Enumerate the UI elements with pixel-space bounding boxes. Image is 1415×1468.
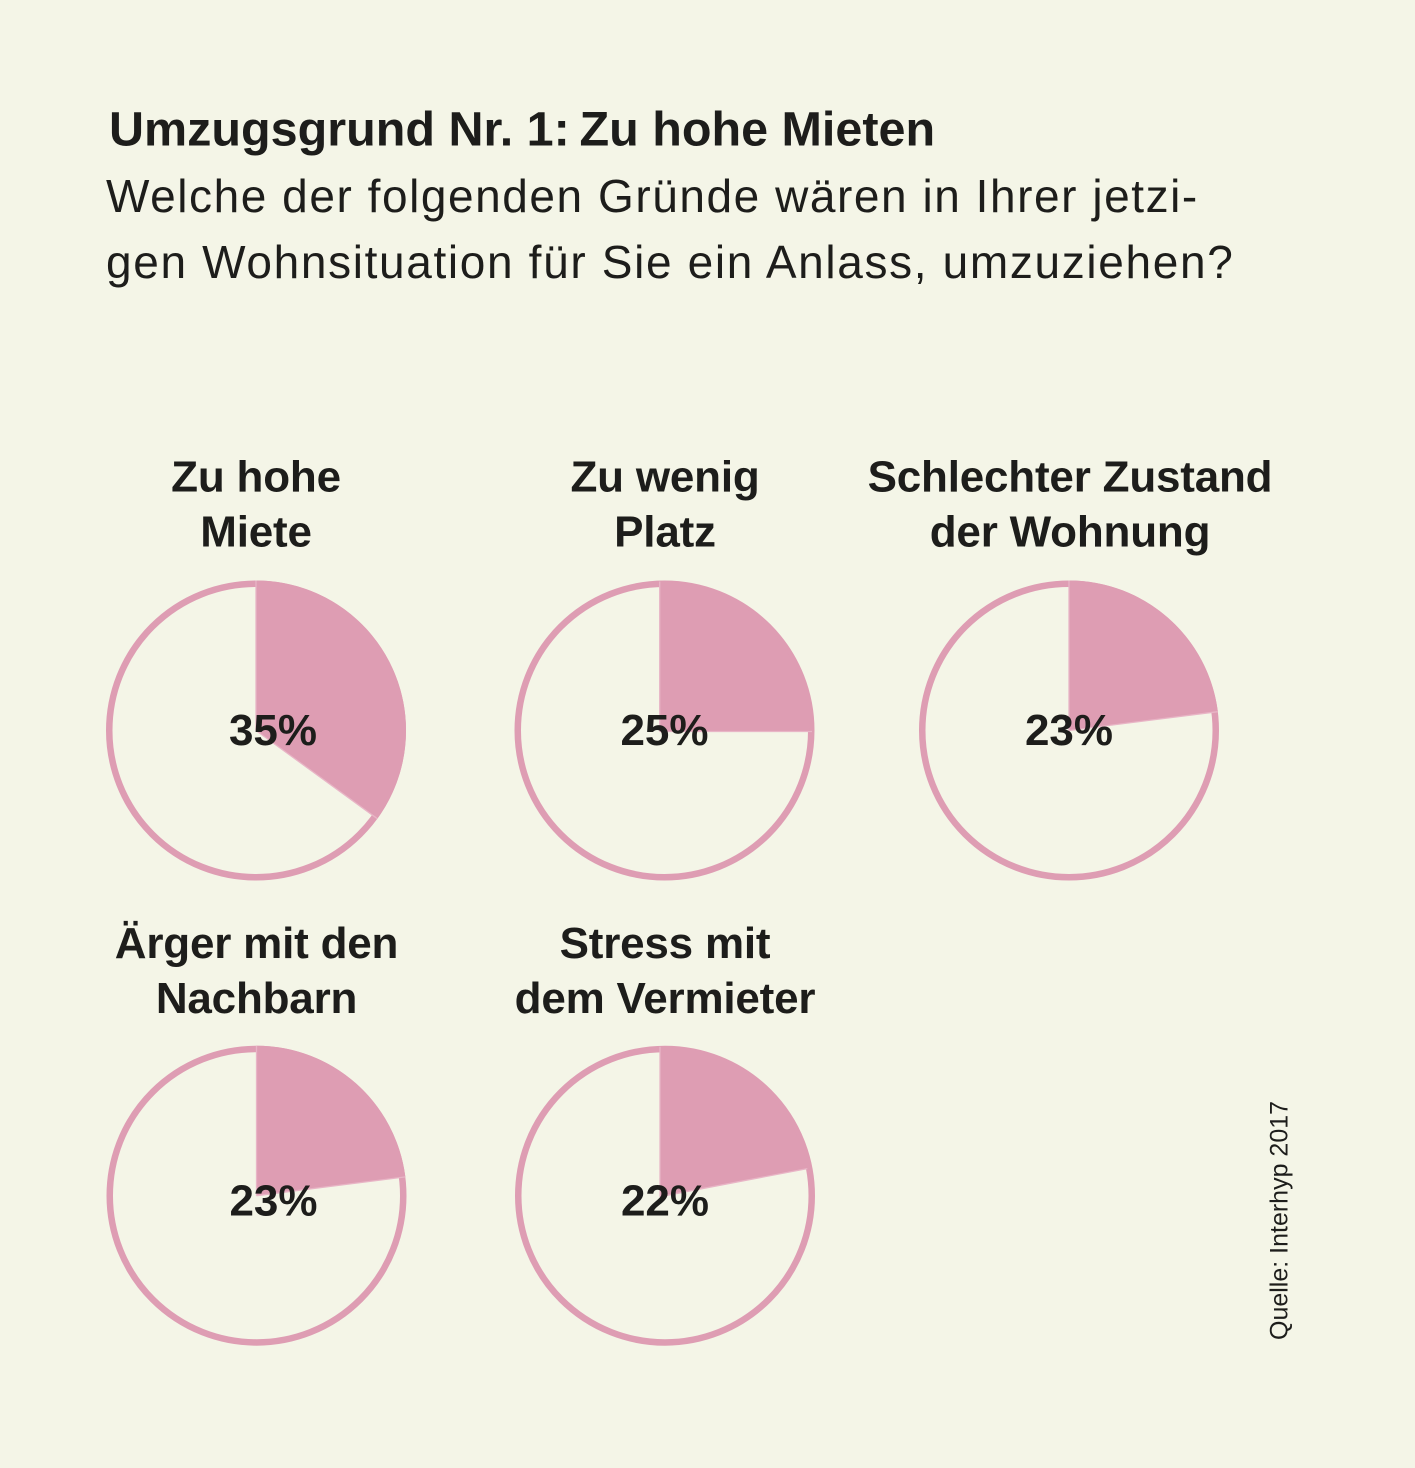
svg-text:23%: 23% bbox=[229, 1176, 317, 1225]
svg-text:25%: 25% bbox=[620, 706, 708, 755]
svg-text:Nachbarn: Nachbarn bbox=[156, 974, 357, 1023]
svg-text:Stress mit: Stress mit bbox=[560, 919, 771, 968]
svg-text:Quelle: Interhyp 2017: Quelle: Interhyp 2017 bbox=[1266, 1101, 1294, 1340]
svg-text:Welche der folgenden Gründe wä: Welche der folgenden Gründe wären in Ihr… bbox=[106, 170, 1199, 222]
svg-text:der Wohnung: der Wohnung bbox=[930, 507, 1211, 556]
svg-text:Zu hohe: Zu hohe bbox=[171, 452, 341, 501]
svg-text:Umzugsgrund Nr. 1: Zu hohe Mie: Umzugsgrund Nr. 1: Zu hohe Mieten bbox=[109, 102, 935, 156]
svg-text:Miete: Miete bbox=[200, 507, 311, 556]
svg-text:Schlechter Zustand: Schlechter Zustand bbox=[868, 452, 1273, 501]
svg-text:gen Wohnsituation für Sie ein: gen Wohnsituation für Sie ein Anlass, um… bbox=[106, 236, 1234, 288]
svg-text:23%: 23% bbox=[1025, 706, 1113, 755]
svg-text:Zu wenig: Zu wenig bbox=[570, 452, 759, 501]
svg-text:Platz: Platz bbox=[614, 507, 716, 556]
svg-text:Ärger mit den: Ärger mit den bbox=[115, 919, 398, 968]
svg-text:22%: 22% bbox=[621, 1176, 709, 1225]
svg-text:dem Vermieter: dem Vermieter bbox=[515, 974, 816, 1023]
svg-text:35%: 35% bbox=[229, 706, 317, 755]
